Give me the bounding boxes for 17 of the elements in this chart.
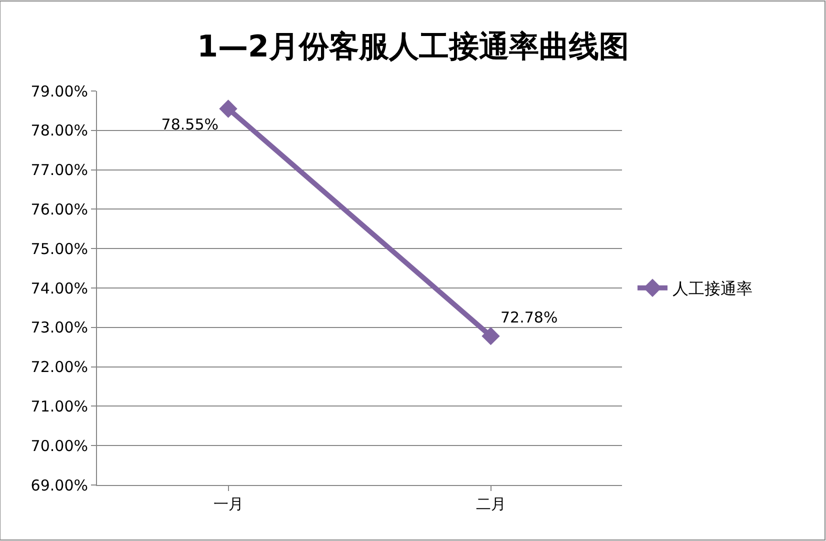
data-label: 72.78% [500,308,558,327]
y-tick-label: 73.00% [30,318,88,337]
data-label: 78.55% [161,116,218,134]
y-tick-label: 78.00% [30,122,88,140]
x-tick-label: 一月 [213,495,244,513]
y-tick-label: 69.00% [30,476,88,494]
y-tick-label: 71.00% [30,397,88,416]
legend-label: 人工接通率 [672,279,752,298]
x-tick-label: 二月 [476,495,506,513]
y-tick-label: 76.00% [30,200,88,218]
y-tick-label: 72.00% [30,358,88,376]
y-tick-label: 79.00% [30,82,88,100]
y-tick-label: 75.00% [30,240,88,258]
chart-title: 1—2月份客服人工接通率曲线图 [197,29,629,64]
y-tick-label: 70.00% [30,436,88,455]
y-tick-label: 74.00% [30,279,88,298]
y-tick-label: 77.00% [30,161,88,180]
